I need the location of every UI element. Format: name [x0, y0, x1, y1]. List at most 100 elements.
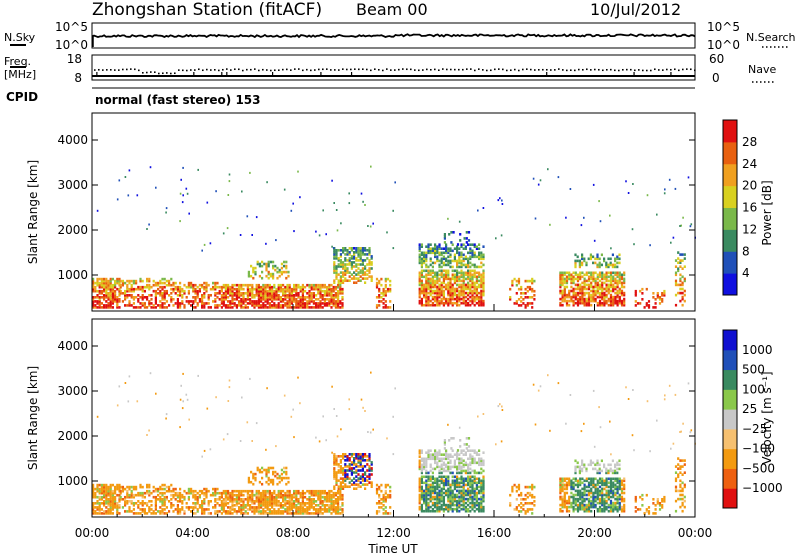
power-cell — [229, 180, 231, 182]
nave-dot — [514, 69, 516, 71]
power-cbar-label: Power [dB] — [760, 180, 774, 245]
power-cell — [684, 294, 686, 297]
power-cell — [339, 300, 341, 303]
power-cell — [443, 247, 445, 250]
velocity-cell — [263, 469, 265, 472]
power-cell — [593, 184, 595, 186]
power-cell — [212, 300, 214, 303]
velocity-cell — [564, 478, 566, 481]
power-cell — [333, 247, 335, 249]
velocity-cell — [360, 481, 362, 484]
velocity-cell — [271, 510, 273, 513]
velocity-cell — [529, 508, 531, 511]
velocity-cell — [264, 490, 266, 493]
power-cell — [633, 243, 635, 245]
power-cell — [575, 284, 577, 287]
y-tick-label: 1000 — [57, 268, 88, 282]
power-cell — [319, 300, 321, 303]
velocity-cell — [376, 502, 378, 505]
power-cell — [533, 280, 535, 283]
power-cell — [275, 304, 277, 307]
power-cell — [126, 304, 128, 307]
power-cell — [612, 254, 614, 257]
station-title: Zhongshan Station (fitACF) — [92, 0, 322, 20]
velocity-cell — [445, 476, 447, 479]
nave-dot — [438, 69, 440, 71]
velocity-cell — [516, 490, 518, 493]
power-cell — [164, 302, 166, 305]
velocity-cell — [131, 510, 133, 513]
velocity-cell — [293, 490, 295, 493]
nave-dot — [458, 69, 460, 71]
nave-dot — [114, 69, 116, 71]
velocity-cell — [161, 492, 163, 495]
velocity-cell — [116, 484, 118, 487]
power-cell — [378, 300, 380, 303]
power-cell — [443, 252, 445, 255]
velocity-cell — [577, 504, 579, 507]
power-cell — [315, 284, 317, 287]
power-cell — [459, 221, 461, 223]
velocity-cell — [308, 490, 310, 493]
power-cell — [623, 298, 625, 301]
power-cell — [210, 294, 212, 297]
power-cell — [118, 306, 120, 309]
power-cell — [341, 296, 343, 299]
velocity-cell — [339, 490, 341, 493]
velocity-cell — [212, 488, 214, 491]
velocity-cell — [212, 506, 214, 509]
power-cell — [366, 277, 368, 280]
velocity-cell — [469, 502, 471, 505]
velocity-cell — [137, 492, 139, 495]
power-cell — [337, 290, 339, 293]
velocity-cell — [458, 472, 460, 475]
power-cell — [619, 296, 621, 299]
freq-spike — [193, 72, 194, 76]
power-cell — [559, 302, 561, 305]
power-cell — [247, 306, 249, 309]
power-cell — [242, 292, 244, 295]
power-cell — [387, 288, 389, 291]
velocity-cell — [471, 470, 473, 473]
power-cell — [311, 306, 313, 309]
power-cell — [333, 202, 335, 204]
power-cell — [675, 265, 677, 268]
velocity-cell — [285, 477, 287, 480]
velocity-cell — [161, 508, 163, 511]
power-cell — [271, 286, 273, 289]
velocity-cell — [380, 506, 382, 509]
power-cell — [324, 298, 326, 301]
power-cell — [649, 244, 651, 246]
velocity-cell — [436, 451, 438, 454]
power-cell — [238, 284, 240, 287]
power-cell — [387, 306, 389, 309]
power-cell — [421, 258, 423, 261]
colorbar-segment — [723, 186, 737, 208]
nave-dot — [130, 68, 132, 70]
nave-dot — [626, 69, 628, 71]
power-cell — [340, 259, 342, 262]
power-cell — [219, 286, 221, 289]
power-cell — [351, 247, 353, 250]
power-cell — [443, 274, 445, 277]
velocity-cell — [480, 458, 482, 461]
power-cell — [179, 302, 181, 305]
power-cell — [581, 272, 583, 275]
velocity-cell — [99, 502, 101, 505]
power-cell — [94, 286, 96, 289]
nave-dot — [566, 70, 568, 72]
power-cell — [463, 264, 465, 267]
power-cell — [656, 214, 658, 216]
power-cell — [502, 203, 504, 205]
velocity-cell — [101, 496, 103, 499]
velocity-cell — [432, 472, 434, 475]
power-cell — [463, 258, 465, 261]
velocity-cell — [573, 494, 575, 497]
power-cell — [581, 286, 583, 289]
velocity-cell — [251, 490, 253, 493]
power-cell — [533, 294, 535, 297]
velocity-cell — [584, 484, 586, 487]
velocity-cell — [465, 498, 467, 501]
power-cell — [362, 259, 364, 262]
velocity-cell — [280, 510, 282, 513]
